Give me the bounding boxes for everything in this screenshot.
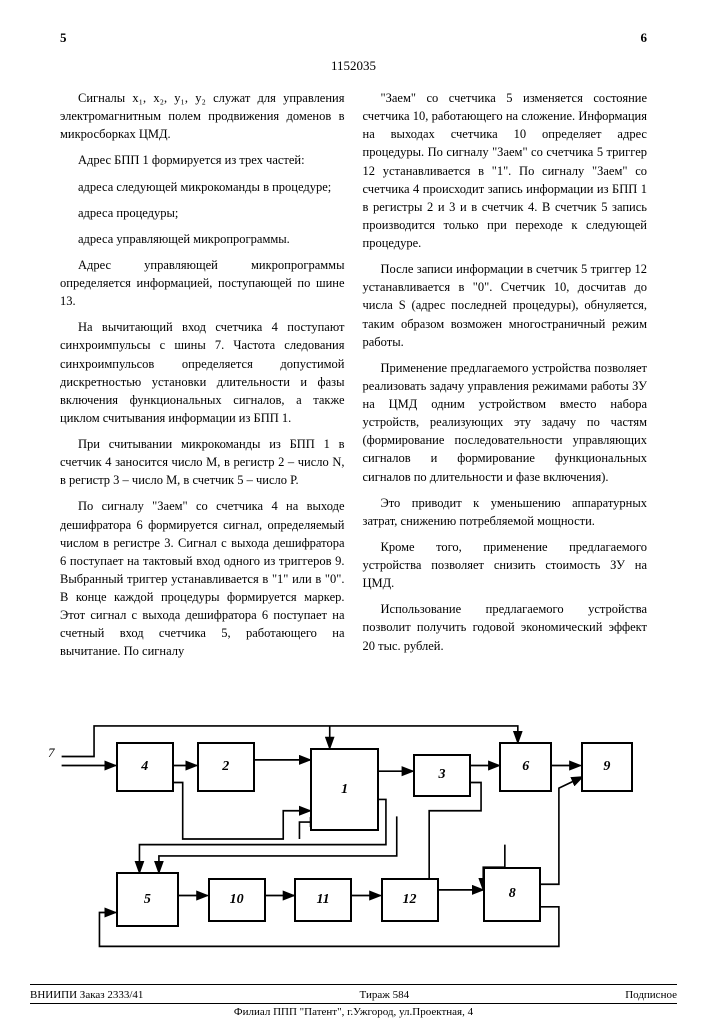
block-3: 3 xyxy=(413,754,471,798)
footer-address: Филиал ППП "Патент", г.Ужгород, ул.Проек… xyxy=(30,1004,677,1018)
block-5: 5 xyxy=(116,872,179,927)
input-label: 7 xyxy=(48,745,55,761)
para: По сигналу "Заем" со счетчика 4 на выход… xyxy=(60,497,345,660)
para: Кроме того, применение предлагаемого уст… xyxy=(363,538,648,592)
para: адреса следующей микрокоманды в процедур… xyxy=(60,178,345,196)
block-diagram: 7 42 1369 5 10 11 12 8 xyxy=(40,709,667,969)
block-6: 6 xyxy=(499,742,552,791)
para: При считывании микрокоманды из БПП 1 в с… xyxy=(60,435,345,489)
block-10: 10 xyxy=(208,878,266,922)
block-9: 9 xyxy=(581,742,634,791)
footer-right: Подписное xyxy=(625,989,677,1001)
para: адреса процедуры; xyxy=(60,204,345,222)
page-num-right: 6 xyxy=(641,30,648,46)
footer-left: ВНИИПИ Заказ 2333/41 xyxy=(30,989,143,1001)
left-column: Сигналы x₁, x₂, y₁, y₂ служат для управл… xyxy=(60,89,345,669)
para: Это приводит к уменьшению аппаратурных з… xyxy=(363,494,648,530)
para: Адрес управляющей микропрограммы определ… xyxy=(60,256,345,310)
block-4: 4 xyxy=(116,742,174,791)
para: Сигналы x₁, x₂, y₁, y₂ служат для управл… xyxy=(60,89,345,143)
right-column: "Заем" со счетчика 5 изменяется состояни… xyxy=(363,89,648,669)
para: После записи информации в счетчик 5 триг… xyxy=(363,260,648,351)
para: "Заем" со счетчика 5 изменяется состояни… xyxy=(363,89,648,252)
block-2: 2 xyxy=(197,742,255,791)
para: Адрес БПП 1 формируется из трех частей: xyxy=(60,151,345,169)
para: На вычитающий вход счетчика 4 поступают … xyxy=(60,318,345,427)
footer: ВНИИПИ Заказ 2333/41 Тираж 584 Подписное… xyxy=(30,984,677,1018)
page: 5 6 1152035 Сигналы x₁, x₂, y₁, y₂ служа… xyxy=(0,0,707,689)
block-1: 1 xyxy=(310,748,379,831)
page-num-left: 5 xyxy=(60,30,67,46)
page-header: 5 6 xyxy=(60,30,647,46)
doc-number: 1152035 xyxy=(60,58,647,74)
para: Использование предлагаемого устройства п… xyxy=(363,600,648,654)
block-11: 11 xyxy=(294,878,352,922)
para: Применение предлагаемого устройства позв… xyxy=(363,359,648,486)
block-12: 12 xyxy=(381,878,439,922)
footer-mid: Тираж 584 xyxy=(360,989,410,1001)
block-8: 8 xyxy=(483,867,541,922)
para: адреса управляющей микропрограммы. xyxy=(60,230,345,248)
text-columns: Сигналы x₁, x₂, y₁, y₂ служат для управл… xyxy=(60,89,647,669)
